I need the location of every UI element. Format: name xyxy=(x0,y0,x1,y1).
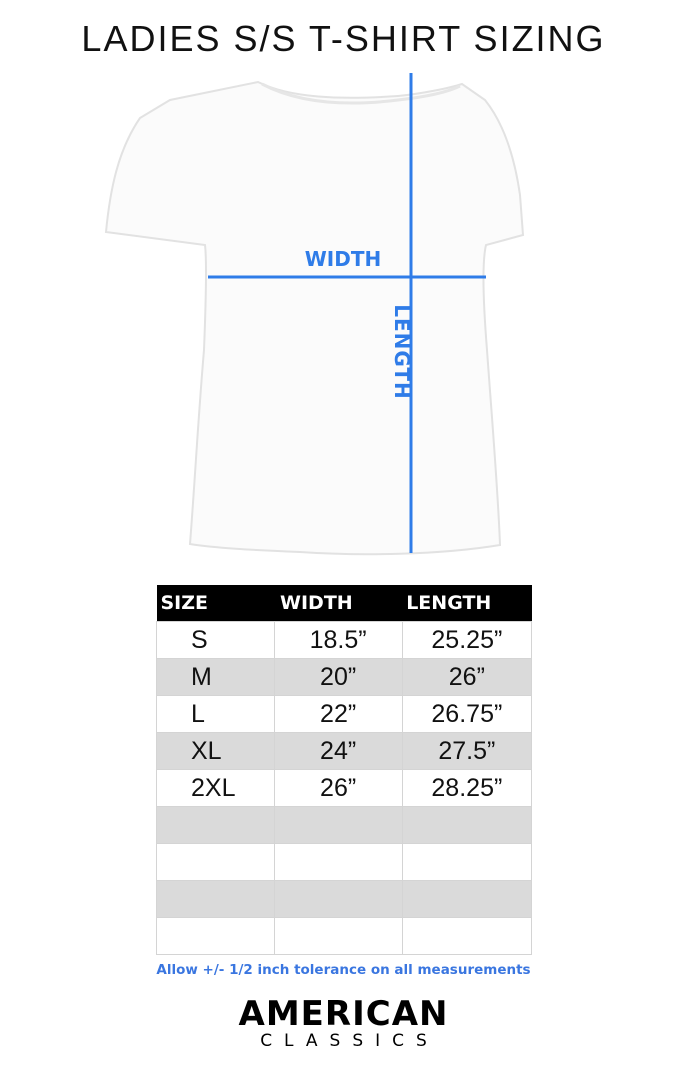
cell-length xyxy=(401,806,533,844)
table-row: M 20” 26” xyxy=(156,658,533,696)
cell-width: 22” xyxy=(273,695,403,733)
table-row xyxy=(156,843,533,881)
brand-logo-line2: CLASSICS xyxy=(260,1031,439,1051)
cell-length: 26” xyxy=(401,658,533,696)
cell-width xyxy=(273,917,403,955)
table-header: SIZE WIDTH LENGTH xyxy=(156,585,532,622)
cell-length: 27.5” xyxy=(401,732,533,770)
cell-width: 24” xyxy=(273,732,403,770)
cell-size xyxy=(156,917,275,955)
width-label: WIDTH xyxy=(304,247,382,271)
cell-length: 25.25” xyxy=(401,621,533,659)
cell-width xyxy=(273,806,403,844)
page-title: LADIES S/S T-SHIRT SIZING xyxy=(81,18,606,59)
cell-size xyxy=(156,806,275,844)
table-row: XL 24” 27.5” xyxy=(156,732,533,770)
table-row xyxy=(156,806,533,844)
cell-width: 20” xyxy=(273,658,403,696)
tshirt-diagram xyxy=(104,73,525,556)
cell-size xyxy=(156,880,275,918)
cell-size: XL xyxy=(156,732,275,770)
tolerance-note: Allow +/- 1/2 inch tolerance on all meas… xyxy=(156,962,531,978)
header-width: WIDTH xyxy=(274,585,403,622)
header-length: LENGTH xyxy=(402,585,532,622)
cell-size: M xyxy=(156,658,275,696)
cell-width: 18.5” xyxy=(273,621,403,659)
cell-length xyxy=(401,843,533,881)
cell-width xyxy=(273,843,403,881)
length-label: LENGTH xyxy=(390,304,414,400)
cell-width: 26” xyxy=(273,769,403,807)
brand-logo-line1: AMERICAN xyxy=(238,994,449,1034)
cell-length xyxy=(401,880,533,918)
cell-size: 2XL xyxy=(156,769,275,807)
cell-length: 28.25” xyxy=(401,769,533,807)
table-row: S 18.5” 25.25” xyxy=(156,621,533,659)
size-table: SIZE WIDTH LENGTH S 18.5” 25.25” M 20” 26” L 22… xyxy=(156,585,533,955)
header-size: SIZE xyxy=(156,585,275,622)
table-row xyxy=(156,880,533,918)
tshirt-image xyxy=(104,80,525,556)
cell-size xyxy=(156,843,275,881)
table-row: L 22” 26.75” xyxy=(156,695,533,733)
table-row xyxy=(156,917,533,955)
cell-length xyxy=(401,917,533,955)
cell-width xyxy=(273,880,403,918)
cell-size: S xyxy=(156,621,275,659)
cell-size: L xyxy=(156,695,275,733)
table-row: 2XL 26” 28.25” xyxy=(156,769,533,807)
cell-length: 26.75” xyxy=(401,695,533,733)
